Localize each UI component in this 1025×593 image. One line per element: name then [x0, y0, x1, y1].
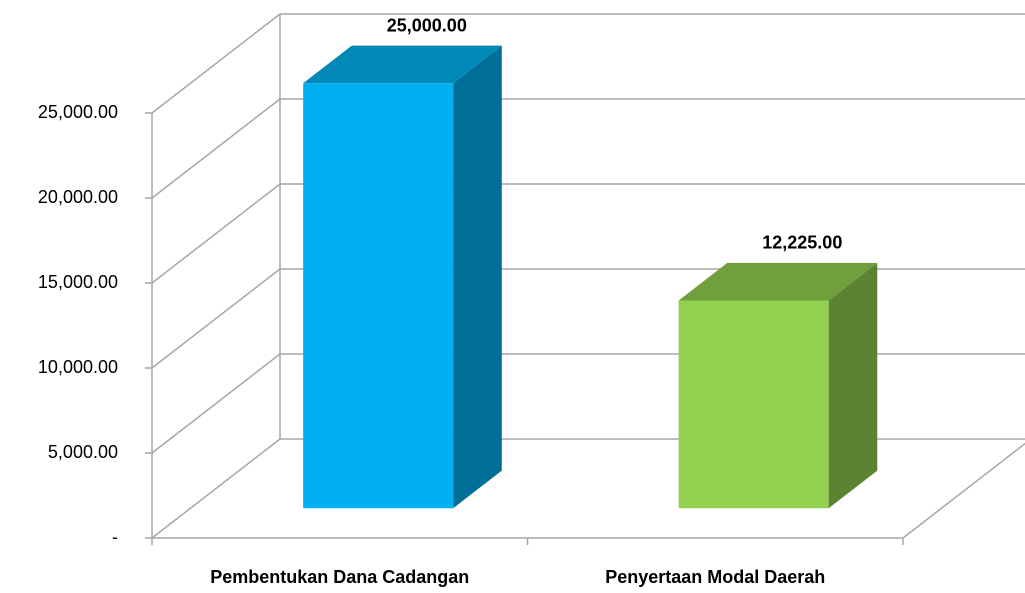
grid-line-side	[151, 13, 281, 114]
y-tick-label: 10,000.00	[38, 357, 118, 377]
bar	[303, 83, 454, 509]
grid-line-side	[151, 268, 281, 369]
value-label: 25,000.00	[387, 15, 467, 35]
y-tick-label: 15,000.00	[38, 272, 118, 292]
bar-top	[678, 262, 878, 301]
grid-line-side	[151, 353, 281, 454]
bar-side	[453, 45, 502, 509]
bar	[678, 300, 829, 509]
y-tick-label: 25,000.00	[38, 102, 118, 122]
floor-edge	[902, 442, 1025, 539]
bar-top	[303, 45, 502, 84]
grid-line-side	[151, 438, 281, 539]
bar-side	[828, 262, 878, 509]
grid-line-side	[151, 98, 281, 199]
value-label: 12,225.00	[762, 233, 842, 253]
grid-line-side	[151, 183, 281, 284]
y-tick-label: 20,000.00	[38, 187, 118, 207]
x-tick-label: Penyertaan Modal Daerah	[605, 567, 825, 587]
x-tick-label: Pembentukan Dana Cadangan	[210, 567, 469, 587]
y-tick-label: -	[112, 527, 118, 547]
y-tick-label: 5,000.00	[48, 442, 118, 462]
